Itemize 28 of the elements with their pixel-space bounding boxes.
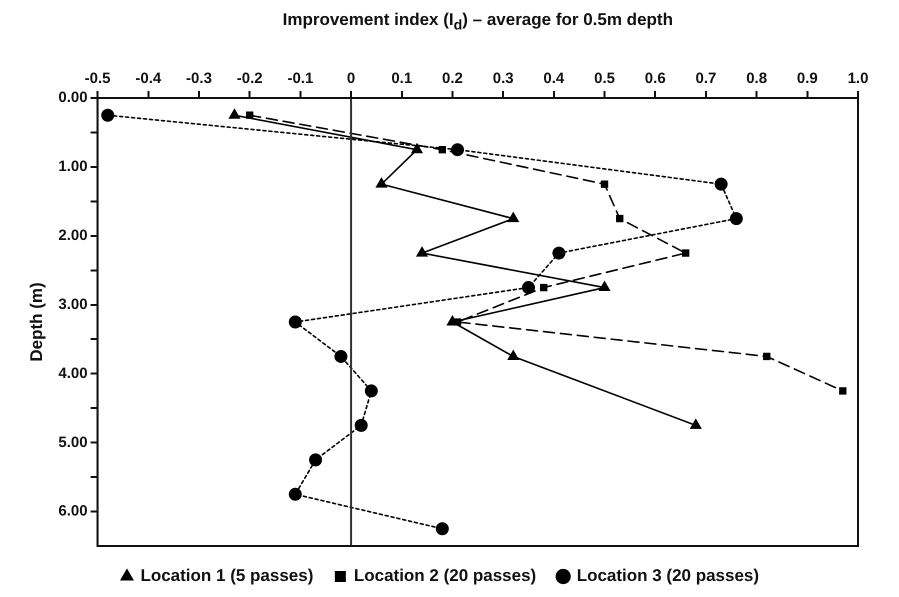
legend-label: Location 1 (5 passes) — [140, 566, 314, 586]
x-tick-label: -0.4 — [135, 70, 162, 88]
y-tick-label: 1.00 — [58, 158, 88, 176]
x-tick-label: -0.1 — [287, 70, 314, 88]
y-tick-label: 0.00 — [58, 89, 88, 106]
x-tick-label: 0 — [346, 70, 356, 88]
x-tick-label: 0.9 — [796, 70, 818, 88]
x-tick-label: -0.3 — [186, 70, 212, 88]
x-tick-label: 1.0 — [848, 70, 868, 88]
y-tick-label: 3.00 — [58, 296, 88, 313]
x-tick-label: 0.7 — [695, 70, 716, 88]
x-tick-label: 0.8 — [746, 70, 768, 88]
y-tick-label: 4.00 — [58, 364, 88, 382]
x-axis-title: Improvement index (I$_{d}$) – average for 0.5m depth — [282, 10, 674, 34]
x-tick-label: 0.6 — [644, 70, 666, 88]
x-tick-label: -0.2 — [236, 70, 263, 88]
x-tick-label: 0.4 — [543, 70, 565, 88]
y-tick-label: 6.00 — [58, 502, 88, 520]
x-tick-label: 0.3 — [492, 70, 514, 88]
legend-label: Location 2 (20 passes) — [354, 566, 536, 586]
x-tick-label: 0.1 — [391, 70, 412, 88]
x-tick-label: -0.5 — [84, 70, 111, 88]
x-tick-label: 0.5 — [594, 70, 615, 88]
y-axis-title: Depth (m) — [26, 282, 46, 362]
y-tick-label: 5.00 — [58, 434, 88, 451]
x-tick-label: 0.2 — [442, 70, 463, 88]
legend-label: Location 3 (20 passes) — [576, 566, 760, 586]
y-tick-label: 2.00 — [58, 226, 88, 244]
